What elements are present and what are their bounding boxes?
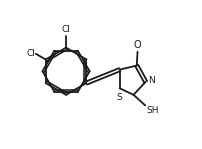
Text: Cl: Cl xyxy=(26,49,35,58)
Text: S: S xyxy=(116,93,122,102)
Text: Cl: Cl xyxy=(62,25,70,34)
Text: O: O xyxy=(134,40,141,50)
Text: N: N xyxy=(148,76,154,86)
Text: SH: SH xyxy=(146,106,159,115)
